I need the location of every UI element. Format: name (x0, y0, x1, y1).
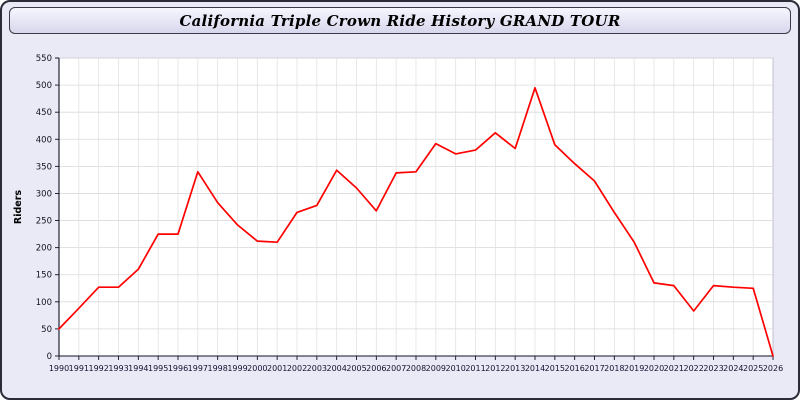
svg-text:2008: 2008 (406, 364, 426, 373)
svg-text:1996: 1996 (168, 364, 188, 373)
chart-panel: 0 50 100 150 200 250 300 350 400 450 500 550 1990 199… (9, 44, 795, 396)
svg-text:2012: 2012 (485, 364, 505, 373)
svg-text:2004: 2004 (326, 364, 346, 373)
svg-text:150: 150 (36, 271, 52, 281)
svg-text:2007: 2007 (386, 364, 406, 373)
svg-text:2001: 2001 (267, 364, 287, 373)
page-title: California Triple Crown Ride History GRA… (179, 11, 621, 30)
svg-text:350: 350 (36, 162, 52, 172)
svg-text:2017: 2017 (584, 364, 604, 373)
svg-text:2024: 2024 (723, 364, 743, 373)
svg-text:1990: 1990 (49, 364, 69, 373)
svg-text:450: 450 (36, 108, 52, 118)
svg-text:550: 550 (36, 54, 52, 64)
svg-text:2018: 2018 (604, 364, 624, 373)
chart-title-bar: California Triple Crown Ride History GRA… (9, 7, 791, 34)
svg-text:2011: 2011 (465, 364, 485, 373)
svg-text:2015: 2015 (545, 364, 565, 373)
svg-text:1995: 1995 (148, 364, 168, 373)
svg-text:2000: 2000 (247, 364, 267, 373)
svg-text:2005: 2005 (346, 364, 366, 373)
svg-text:1994: 1994 (128, 364, 148, 373)
svg-text:500: 500 (36, 81, 52, 91)
svg-text:1992: 1992 (88, 364, 108, 373)
svg-text:1991: 1991 (69, 364, 89, 373)
svg-text:2014: 2014 (525, 364, 545, 373)
svg-text:2021: 2021 (664, 364, 684, 373)
svg-text:1998: 1998 (207, 364, 227, 373)
svg-text:1999: 1999 (227, 364, 247, 373)
svg-text:0: 0 (47, 352, 52, 362)
svg-text:1993: 1993 (108, 364, 128, 373)
svg-text:2002: 2002 (287, 364, 307, 373)
svg-text:250: 250 (36, 217, 52, 227)
svg-text:2019: 2019 (624, 364, 644, 373)
svg-text:2009: 2009 (426, 364, 446, 373)
svg-text:300: 300 (36, 189, 52, 199)
svg-text:2006: 2006 (366, 364, 386, 373)
svg-text:2022: 2022 (683, 364, 703, 373)
svg-text:2023: 2023 (703, 364, 723, 373)
svg-text:2016: 2016 (564, 364, 584, 373)
svg-text:2013: 2013 (505, 364, 525, 373)
svg-text:2025: 2025 (743, 364, 763, 373)
svg-text:2010: 2010 (445, 364, 465, 373)
svg-text:400: 400 (36, 135, 52, 145)
svg-text:2003: 2003 (307, 364, 327, 373)
svg-text:2020: 2020 (644, 364, 664, 373)
svg-text:50: 50 (41, 325, 52, 335)
svg-text:100: 100 (36, 298, 52, 308)
svg-text:2026: 2026 (763, 364, 783, 373)
svg-text:Riders: Riders (13, 190, 24, 225)
svg-text:1997: 1997 (188, 364, 208, 373)
svg-text:200: 200 (36, 244, 52, 254)
